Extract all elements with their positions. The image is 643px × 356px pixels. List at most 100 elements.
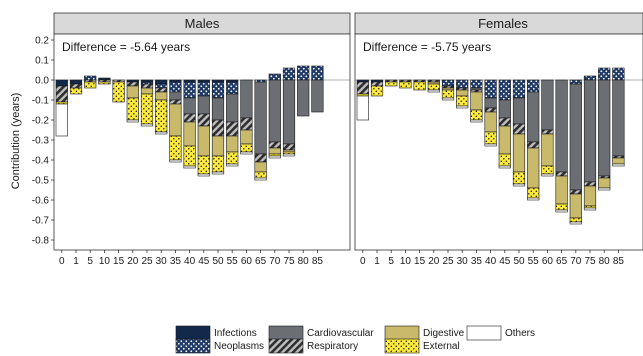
legend-swatch	[268, 338, 304, 354]
bar-others-25	[441, 97, 455, 101]
bar-respiratory-85	[612, 155, 625, 159]
y-tick-label: -0.5	[32, 176, 50, 187]
bars-group	[355, 67, 643, 225]
bar-others-75	[583, 207, 597, 211]
legend-label: Others	[505, 328, 535, 339]
x-tick-label: 75	[584, 256, 596, 267]
legend-label: Respiratory	[307, 341, 358, 352]
bar-respiratory-35	[470, 89, 483, 93]
bar-respiratory-35	[169, 99, 182, 105]
bar-neoplasms-25	[140, 81, 154, 85]
bar-external-45	[197, 155, 210, 175]
bar-others-0	[356, 95, 369, 121]
bar-others-50	[512, 183, 526, 187]
bar-neoplasms-55	[527, 79, 540, 93]
legend-swatch	[175, 325, 211, 341]
x-tick-label: 15	[414, 256, 426, 267]
bar-cardiovascular-55	[226, 93, 239, 123]
bar-respiratory-55	[226, 121, 239, 137]
x-tick-label: 45	[499, 256, 511, 267]
bar-digestive-45	[197, 125, 210, 157]
bar-others-25	[140, 123, 154, 127]
x-tick-label: 20	[127, 256, 139, 267]
bar-cardiovascular-80	[598, 79, 611, 177]
bar-cardiovascular-45	[197, 95, 210, 115]
x-tick-label: 0	[360, 256, 366, 267]
bar-infections-25	[140, 79, 154, 83]
bar-respiratory-80	[598, 175, 611, 179]
bar-cardiovascular-65	[555, 79, 568, 173]
legend-item-neoplasms: Neoplasms	[175, 338, 264, 354]
bar-others-20	[427, 89, 440, 93]
bar-others-45	[197, 173, 210, 177]
bar-infections-50	[211, 79, 225, 83]
bar-respiratory-5	[385, 79, 398, 83]
y-tick-label: -0.4	[32, 156, 50, 167]
bar-neoplasms-50	[512, 79, 526, 99]
bar-cardiovascular-85	[612, 79, 625, 157]
bar-neoplasms-75	[583, 75, 597, 81]
x-tick-label: 5	[87, 256, 93, 267]
bar-digestive-20	[427, 81, 440, 85]
bar-others-60	[240, 151, 253, 155]
bar-others-40	[484, 143, 497, 147]
bar-external-30	[456, 95, 469, 107]
bar-respiratory-1	[69, 83, 83, 89]
bar-respiratory-65	[254, 153, 267, 163]
bar-external-1	[370, 85, 384, 97]
legend-swatch	[384, 325, 420, 341]
y-tick-label: -0.7	[32, 216, 50, 227]
legend-swatch	[268, 325, 304, 341]
bar-external-60	[541, 165, 554, 175]
legend: Infections Neoplasms Cardiovascular Respira…	[175, 325, 535, 354]
bar-neoplasms-80	[297, 65, 310, 81]
bar-cardiovascular-45	[498, 99, 511, 119]
bar-external-45	[498, 153, 511, 167]
bar-digestive-85	[612, 157, 625, 165]
bar-infections-55	[226, 79, 239, 83]
bar-external-70	[268, 153, 281, 157]
bar-others-60	[541, 173, 554, 177]
bar-others-35	[169, 159, 182, 163]
bar-others-70	[268, 155, 281, 159]
bar-neoplasms-35	[470, 79, 483, 89]
bar-external-1	[69, 87, 83, 95]
legend-swatch	[466, 325, 502, 341]
bar-external-5	[84, 81, 97, 89]
x-tick-label: 35	[471, 256, 483, 267]
bar-others-20	[126, 119, 139, 123]
legend-item-infections: Infections	[175, 325, 257, 341]
bar-respiratory-30	[155, 87, 168, 93]
bar-cardiovascular-50	[512, 97, 526, 125]
bar-external-5	[385, 81, 398, 87]
bar-cardiovascular-35	[169, 91, 182, 101]
legend-label: Cardiovascular	[307, 328, 374, 339]
bar-others-35	[470, 119, 483, 123]
bar-neoplasms-5	[84, 75, 97, 81]
bar-respiratory-40	[183, 113, 196, 123]
bar-external-70	[569, 217, 582, 223]
bar-digestive-50	[211, 135, 225, 157]
bar-digestive-40	[484, 111, 497, 133]
bar-respiratory-45	[197, 113, 210, 127]
bar-neoplasms-40	[183, 81, 196, 99]
bar-digestive-55	[527, 147, 540, 189]
bar-digestive-65	[254, 161, 267, 173]
bar-cardiovascular-70	[569, 83, 582, 191]
bar-external-50	[211, 155, 225, 173]
bar-neoplasms-35	[169, 81, 182, 93]
bar-others-30	[456, 105, 469, 109]
legend-swatch	[384, 338, 420, 354]
difference-annotation: Difference = -5.75 years	[363, 40, 491, 54]
bar-others-85	[612, 163, 625, 167]
bars-group	[54, 65, 350, 181]
x-tick-label: 25	[141, 256, 153, 267]
bar-digestive-70	[569, 193, 582, 219]
legend-item-cardiovascular: Cardiovascular	[268, 325, 374, 341]
y-axis-label: Contribution (years)	[10, 93, 22, 190]
y-axis-title: Contribution (years)	[10, 93, 22, 190]
bar-cardiovascular-60	[541, 79, 554, 131]
legend-label: Infections	[214, 328, 257, 339]
bar-external-75	[583, 205, 597, 209]
bar-respiratory-50	[211, 119, 225, 137]
